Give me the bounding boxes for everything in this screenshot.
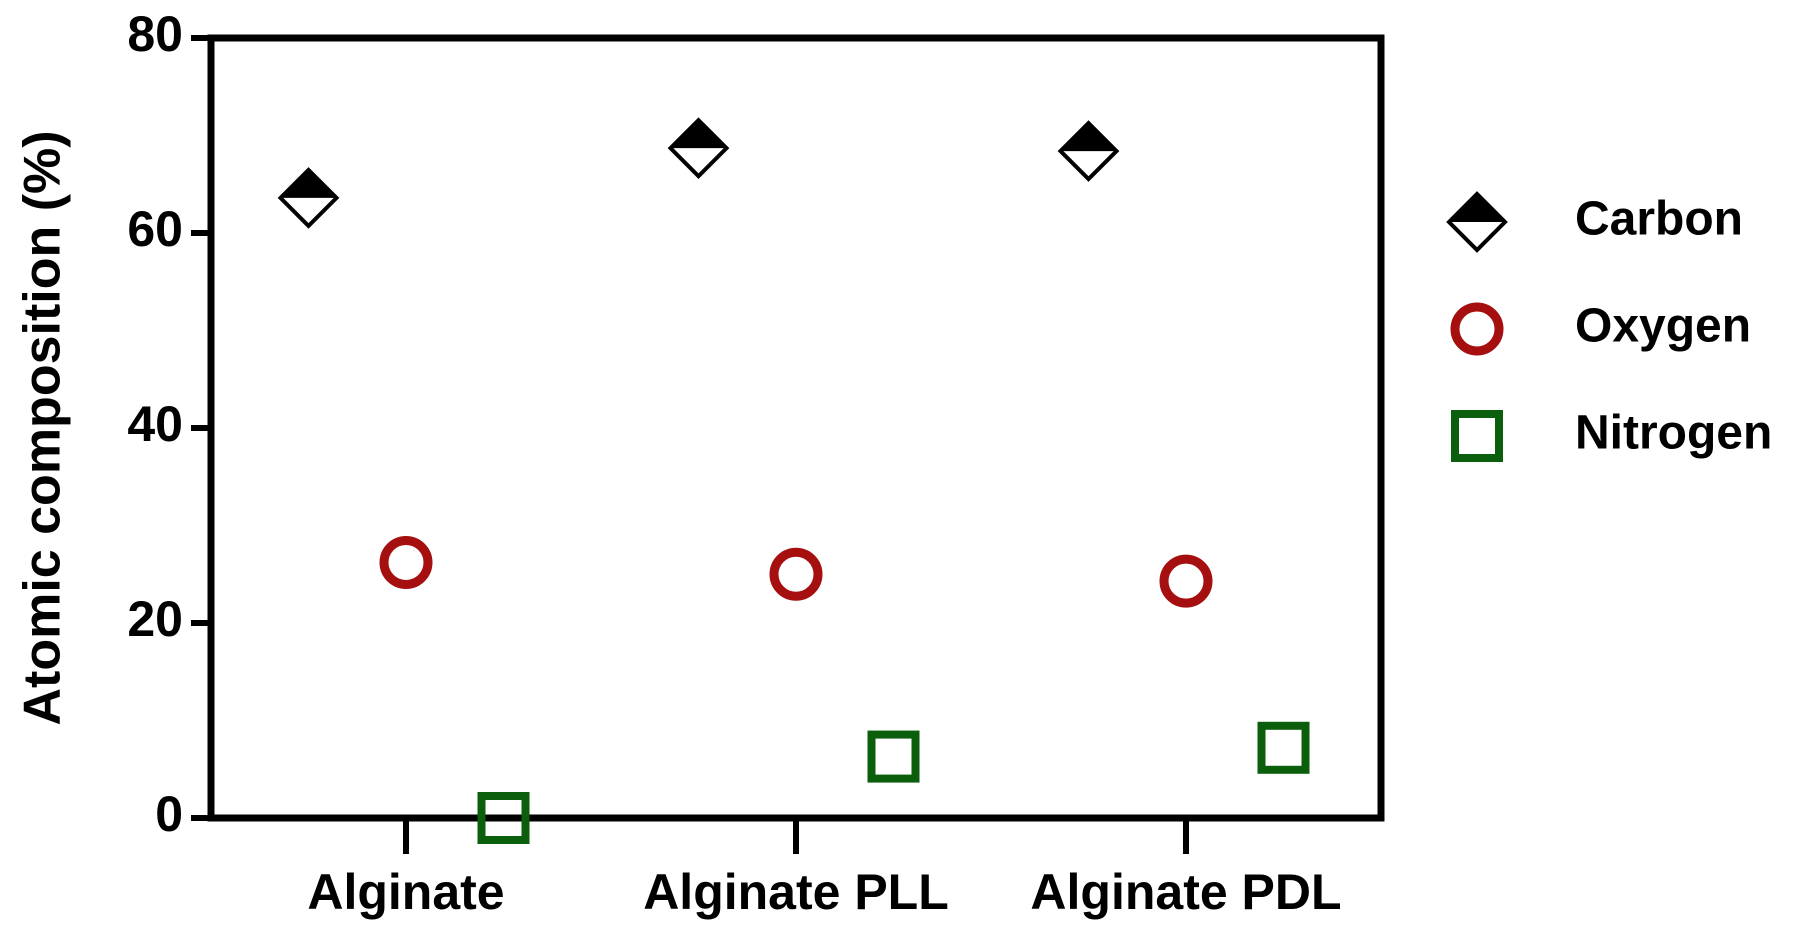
marker (667, 117, 730, 180)
marker (1450, 302, 1504, 356)
marker-circle (769, 547, 823, 601)
marker (277, 167, 340, 229)
marker-outline (667, 117, 730, 180)
marker (1451, 410, 1503, 462)
y-tick-label: 60 (127, 201, 183, 257)
marker (1057, 120, 1120, 182)
x-tick-label: Alginate (307, 864, 504, 920)
y-tick-label: 80 (127, 6, 183, 62)
y-tick-label: 40 (127, 396, 183, 452)
x-tick-label: Alginate PDL (1030, 864, 1341, 920)
marker-circle (379, 536, 433, 590)
plot-frame (207, 34, 1385, 822)
marker-square (1257, 721, 1310, 774)
marker (1446, 191, 1508, 253)
marker-square (867, 730, 920, 783)
marker (477, 792, 530, 844)
marker-outline (277, 167, 340, 229)
marker-circle (1159, 554, 1213, 608)
y-axis-title: Atomic composition (%) (14, 130, 72, 725)
marker-top (670, 120, 727, 149)
marker-square (1451, 410, 1503, 462)
y-tick-label: 20 (127, 591, 183, 647)
marker (1159, 554, 1213, 608)
marker-square (477, 792, 530, 844)
legend-label: Carbon (1575, 193, 1743, 246)
marker-top (280, 169, 337, 198)
legend-label: Nitrogen (1575, 407, 1772, 460)
marker-circle (1450, 302, 1504, 356)
marker-top (1060, 123, 1117, 152)
y-tick-label: 0 (155, 786, 183, 842)
legend-label: Oxygen (1575, 300, 1751, 353)
marker-outline (1446, 191, 1508, 253)
marker (379, 536, 433, 590)
marker-top (1449, 194, 1505, 222)
marker (867, 730, 920, 783)
x-tick-label: Alginate PLL (643, 864, 949, 920)
marker (1257, 721, 1310, 774)
marker-outline (1057, 120, 1120, 182)
marker (769, 547, 823, 601)
